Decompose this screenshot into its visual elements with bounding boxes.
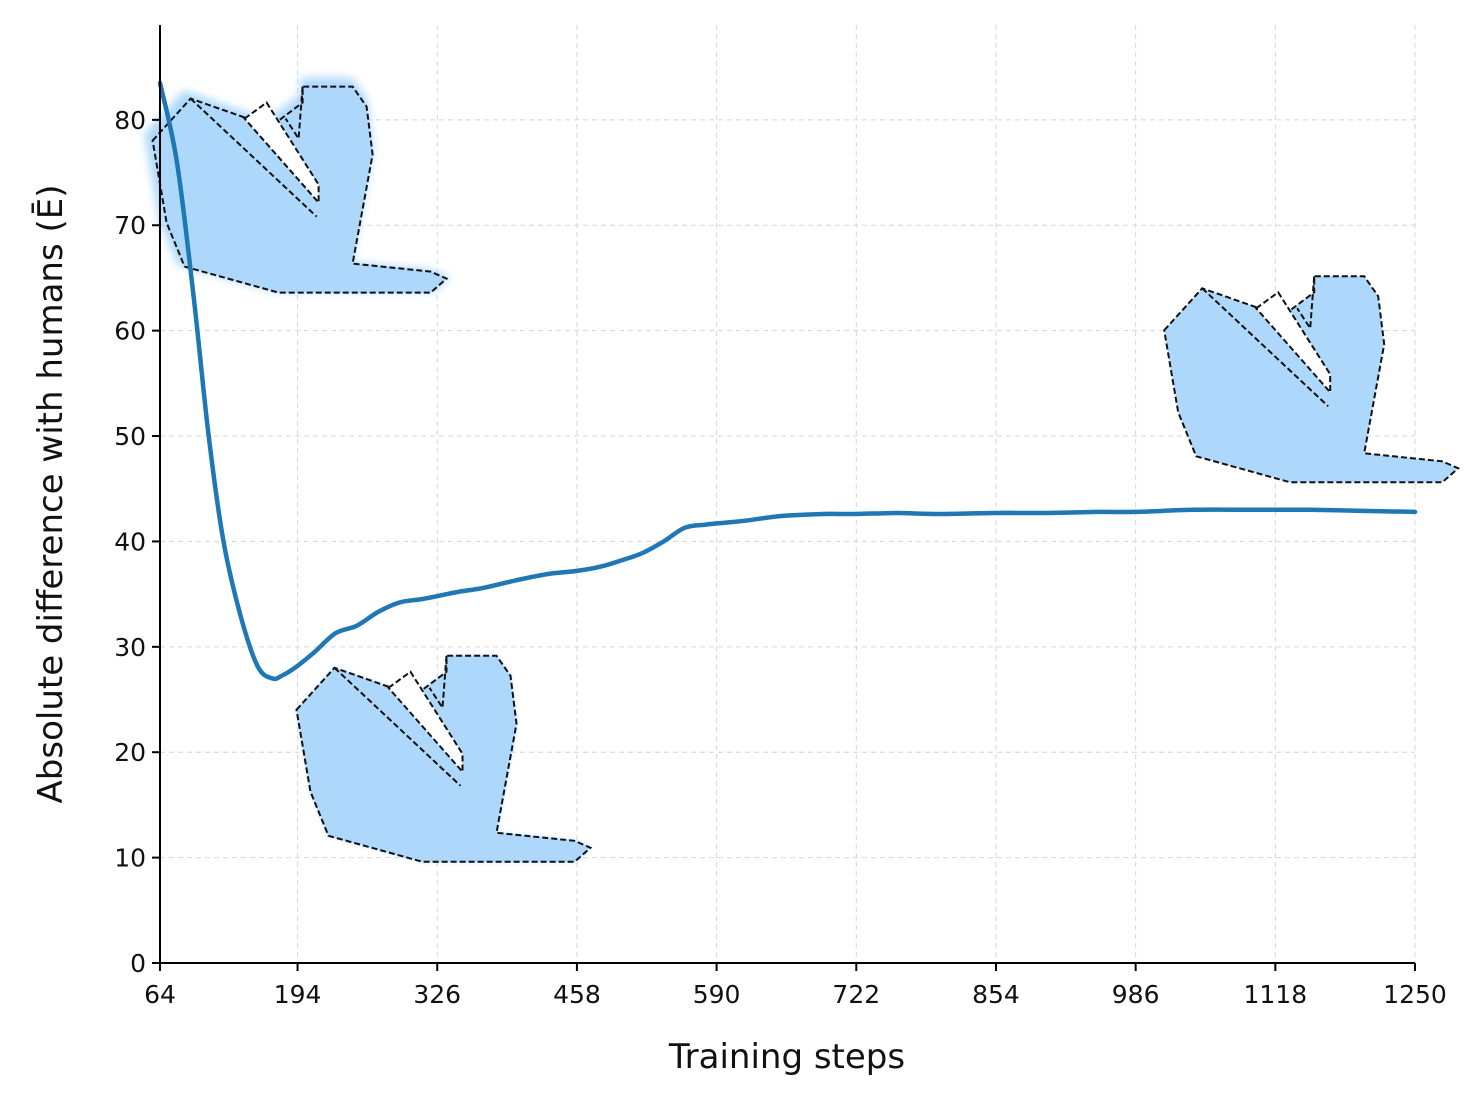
glyph-edge: [1201, 287, 1329, 408]
y-tick-label: 70: [114, 211, 146, 240]
glyph-body: [1164, 276, 1459, 483]
glyph-body: [152, 86, 447, 293]
x-tick-label: 722: [832, 980, 880, 1009]
x-tick-label: 194: [274, 980, 322, 1009]
glyph-annotation: [144, 77, 451, 294]
y-tick-label: 80: [114, 106, 146, 135]
glyph-outline: [151, 85, 449, 294]
x-tick-label: 326: [413, 980, 461, 1009]
glyph-annotation: [295, 654, 593, 863]
y-tick-label: 30: [114, 633, 146, 662]
glyph-outline: [1163, 275, 1461, 484]
y-axis-title: Absolute difference with humans (Ē): [31, 185, 71, 804]
glyph-slit-outline: [243, 101, 320, 206]
glyph-annotation: [1163, 275, 1461, 484]
x-tick-label: 1118: [1244, 980, 1308, 1009]
glyph-body: [296, 655, 591, 862]
glyph-edge: [189, 97, 318, 218]
y-tick-label: 10: [114, 844, 146, 873]
x-tick-label: 854: [972, 980, 1020, 1009]
glyph-slit: [244, 102, 319, 203]
glyph-notch: [1296, 276, 1316, 332]
y-tick-label: 20: [114, 738, 146, 767]
y-tick-label: 40: [114, 527, 146, 556]
series-line: [157, 80, 1418, 682]
x-axis-title: Training steps: [668, 1037, 905, 1077]
glyph-edge: [333, 667, 462, 787]
glyph-notch: [428, 655, 448, 711]
axes: [159, 25, 1415, 964]
ticks: 64 194 326 458 590 722 854 986 1118 1250 0 10 20 30 40…: [114, 106, 1447, 1009]
x-tick-label: 1250: [1383, 980, 1447, 1009]
x-tick-label: 590: [693, 980, 741, 1009]
x-tick-label: 64: [144, 980, 176, 1009]
x-tick-label: 986: [1112, 980, 1160, 1009]
y-tick-label: 50: [114, 422, 146, 451]
glyph-annotations: [144, 77, 1461, 863]
series: [157, 80, 1418, 682]
y-tick-label: 60: [114, 317, 146, 346]
x-tick-label: 458: [553, 980, 601, 1009]
glyph-outline: [295, 654, 593, 863]
glyph-slit-outline: [387, 670, 464, 775]
glyph-slit: [388, 671, 463, 772]
y-tick-label: 0: [130, 949, 146, 978]
glyph-notch: [284, 86, 304, 142]
glyph-slit-outline: [1254, 290, 1332, 395]
glyph-slit: [1256, 292, 1331, 393]
